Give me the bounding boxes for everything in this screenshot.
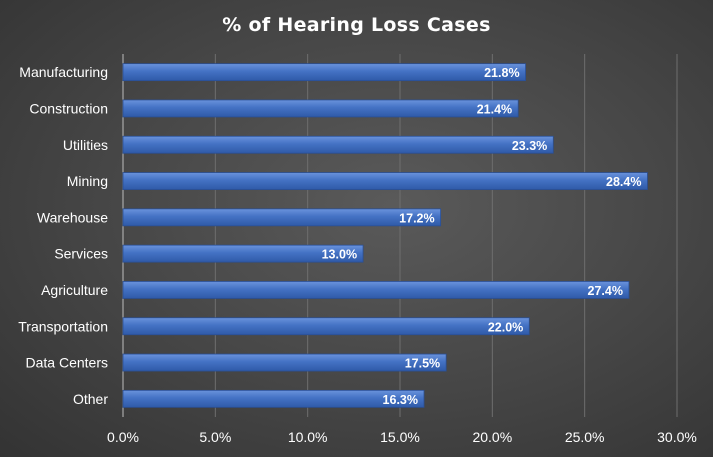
data-label: 22.0% <box>488 320 523 334</box>
data-label: 23.3% <box>512 139 547 153</box>
data-label: 21.4% <box>477 102 512 116</box>
chart-title: % of Hearing Loss Cases <box>222 14 491 36</box>
category-label: Warehouse <box>37 209 108 225</box>
bar-manufacturing <box>122 63 526 82</box>
bar-construction <box>122 99 519 118</box>
data-label: 21.8% <box>484 66 519 80</box>
data-label: 17.2% <box>399 211 434 225</box>
x-tick-label: 10.0% <box>288 429 328 445</box>
category-label: Construction <box>29 100 108 116</box>
bar-transportation <box>122 317 530 336</box>
category-label: Other <box>73 391 108 407</box>
category-label: Agriculture <box>41 282 108 298</box>
bar-data-centers <box>122 353 447 372</box>
data-label: 27.4% <box>588 284 623 298</box>
bar-warehouse <box>122 208 442 227</box>
category-label: Services <box>54 246 108 262</box>
category-label: Utilities <box>63 137 108 153</box>
x-tick-label: 0.0% <box>107 429 139 445</box>
bar-agriculture <box>122 281 630 299</box>
data-label: 28.4% <box>606 175 641 189</box>
category-label: Manufacturing <box>19 64 108 80</box>
data-label: 17.5% <box>405 357 440 371</box>
x-tick-label: 30.0% <box>657 429 697 445</box>
bar-mining <box>122 172 648 190</box>
bar-utilities <box>122 135 554 154</box>
x-tick-label: 25.0% <box>565 429 605 445</box>
x-tick-label: 5.0% <box>199 429 231 445</box>
x-tick-label: 15.0% <box>380 429 420 445</box>
data-label: 16.3% <box>383 393 418 407</box>
x-tick-label: 20.0% <box>472 429 512 445</box>
category-label: Transportation <box>18 318 108 334</box>
bar-other <box>122 389 425 408</box>
bar-services <box>122 244 364 263</box>
category-label: Mining <box>67 173 108 189</box>
data-label: 13.0% <box>322 248 357 262</box>
category-label: Data Centers <box>26 355 108 371</box>
